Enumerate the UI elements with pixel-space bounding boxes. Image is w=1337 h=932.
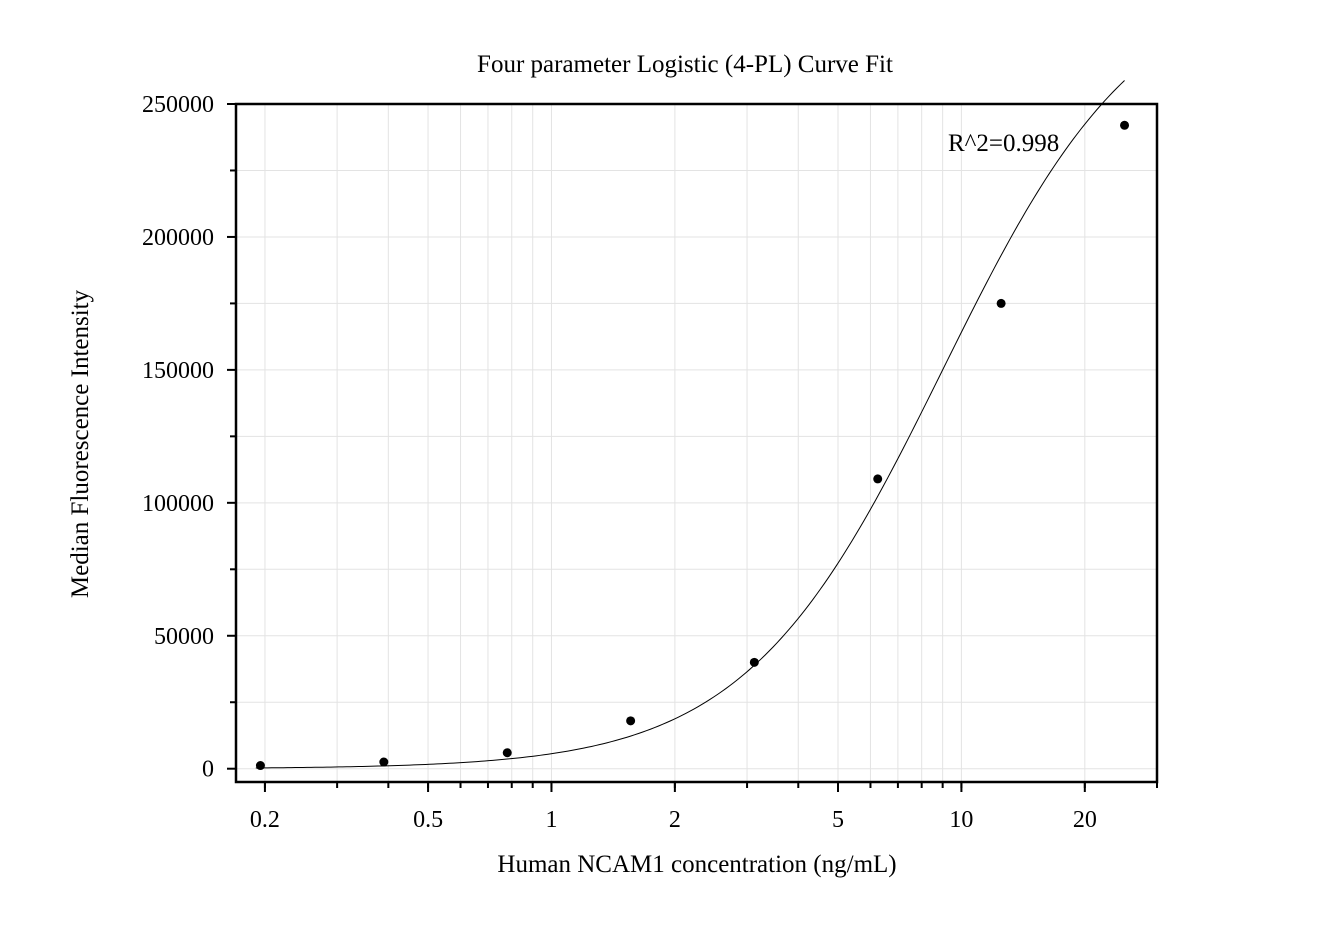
y-tick-label: 200000 [142,225,214,251]
fit-curve [255,80,1125,769]
y-tick-labels: 0 50000 100000 150000 200000 250000 [142,92,214,783]
y-axis-label: Median Fluorescence Intensity [67,289,94,598]
plot-frame [234,102,1159,784]
x-tick-label: 0.2 [250,807,280,833]
y-tick-label: 250000 [142,92,214,118]
data-point [996,298,1006,308]
x-tick-label: 1 [545,807,557,833]
grid-lines [236,103,1158,782]
y-tick-label: 100000 [142,491,214,517]
x-tick-label: 0.5 [413,807,443,833]
data-points [255,120,1130,771]
data-point [873,474,883,484]
x-tick-labels: 0.2 0.5 1 2 5 10 20 [250,807,1097,833]
data-point [379,757,389,767]
x-tick-label: 5 [832,807,844,833]
data-point [502,748,512,758]
data-point [255,761,265,771]
y-tick-label: 50000 [154,624,214,650]
y-tick-label: 150000 [142,358,214,384]
x-tick-label: 20 [1073,807,1097,833]
axis-ticks [227,103,1158,792]
chart-title: Four parameter Logistic (4-PL) Curve Fit [477,51,893,78]
x-tick-label: 2 [669,807,681,833]
x-axis-label: Human NCAM1 concentration (ng/mL) [497,851,896,878]
data-point [749,657,759,667]
y-tick-label: 0 [202,757,214,783]
r-squared-annotation: R^2=0.998 [948,130,1059,157]
data-point [626,716,636,726]
x-tick-label: 10 [949,807,973,833]
data-point [1120,120,1130,130]
